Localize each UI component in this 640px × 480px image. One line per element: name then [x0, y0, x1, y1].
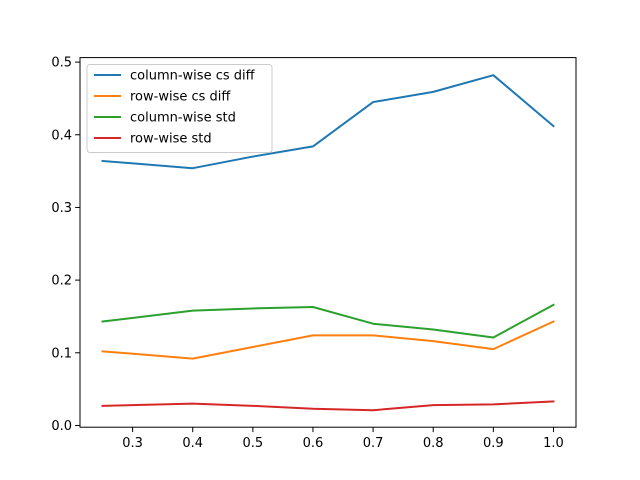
y-tick-label: 0.2: [51, 274, 72, 289]
x-tick-label: 0.9: [483, 436, 504, 451]
y-tick-label: 0.3: [51, 201, 72, 216]
legend-box: [86, 64, 273, 153]
y-tick-label: 0.4: [51, 128, 72, 143]
x-tick-label: 0.8: [423, 436, 444, 451]
x-tick-label: 0.3: [122, 436, 143, 451]
legend-label-0: column-wise cs diff: [130, 69, 256, 84]
series-lines: [101, 74, 555, 412]
x-tick-label: 0.6: [303, 436, 324, 451]
x-tick-label: 1.0: [543, 436, 564, 451]
y-tick-label: 0.1: [51, 346, 72, 361]
y-tick-label: 0.5: [51, 56, 72, 71]
legend-label-2: column-wise std: [130, 111, 236, 126]
series-line-2: [101, 303, 555, 339]
legend-label-1: row-wise cs diff: [130, 90, 231, 105]
series-line-0: [101, 74, 555, 170]
axes: 0.3 0.4 0.5 0.6 0.7 0.8 0.9 1.0 0.0 0.1 0.2 0.3 0.4 0…: [51, 56, 577, 451]
x-tick-label: 0.5: [243, 436, 264, 451]
series-line-3: [101, 400, 555, 412]
x-tick-label: 0.7: [363, 436, 384, 451]
y-tick-label: 0.0: [51, 419, 72, 434]
series-line-1: [101, 320, 555, 360]
x-tick-label: 0.4: [182, 436, 203, 451]
legend: column-wise cs diff row-wise cs diff colum…: [86, 64, 273, 153]
legend-label-3: row-wise std: [130, 132, 212, 147]
axes-frame: [79, 57, 577, 428]
